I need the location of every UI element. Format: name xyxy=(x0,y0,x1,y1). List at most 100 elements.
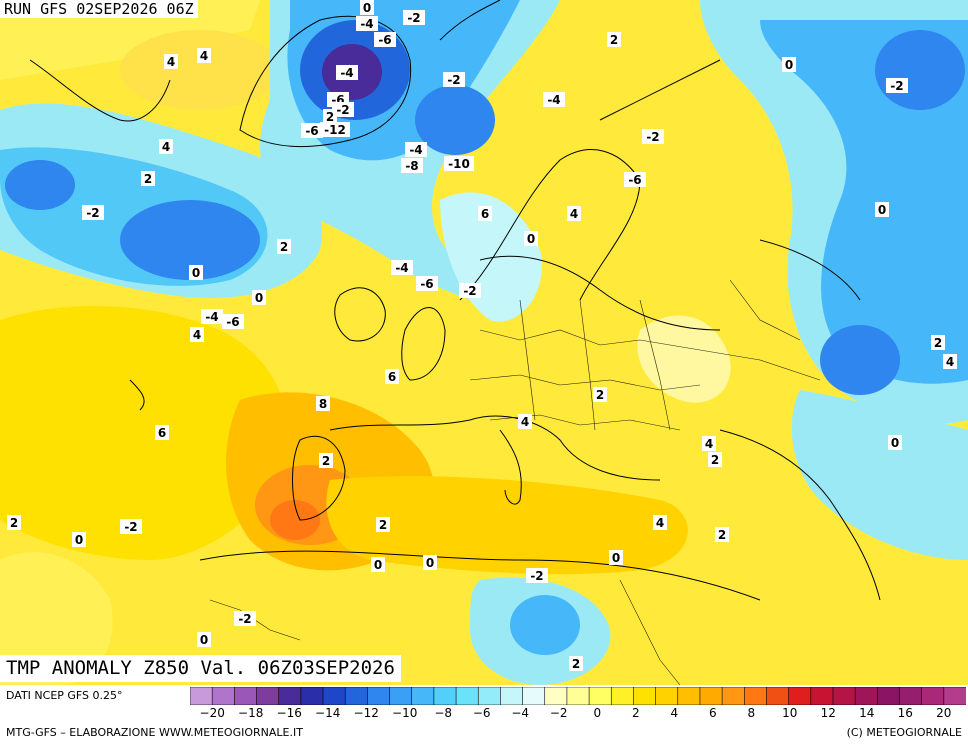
contour-label-background xyxy=(593,387,607,402)
color-scale-cell xyxy=(278,687,302,705)
contour-label: 0 xyxy=(192,266,200,280)
contour-label-background xyxy=(301,123,323,138)
contour-label-background xyxy=(444,156,474,171)
contour-label-background xyxy=(702,436,716,451)
contour-label: 0 xyxy=(75,533,83,547)
color-scale-cell xyxy=(522,687,546,705)
contour-label: -2 xyxy=(238,612,251,626)
contour-label: -4 xyxy=(340,66,353,80)
color-scale-tick-label: −8 xyxy=(434,706,453,720)
contour-label-background xyxy=(385,369,399,384)
contour-label-background xyxy=(888,435,902,450)
contour-label: -2 xyxy=(124,520,137,534)
color-scale-cell xyxy=(411,687,435,705)
contour-label: 0 xyxy=(785,58,793,72)
contour-label-background xyxy=(374,32,396,47)
contour-label-background xyxy=(159,139,173,154)
data-source-label: DATI NCEP GFS 0.25° xyxy=(6,689,123,702)
color-scale-cell xyxy=(677,687,701,705)
contour-label-background xyxy=(653,515,667,530)
contour-label-background xyxy=(336,65,358,80)
color-scale-tick-label: 10 xyxy=(782,706,798,720)
contour-label-background xyxy=(708,452,722,467)
contour-label: 4 xyxy=(705,437,713,451)
contour-label: 0 xyxy=(374,558,382,572)
contour-label-background xyxy=(320,122,350,137)
color-scale-cell xyxy=(810,687,834,705)
color-scale-tick-label: 4 xyxy=(670,706,679,720)
color-scale-cell xyxy=(389,687,413,705)
contour-label-background xyxy=(356,16,378,31)
color-scale-tick-label: −14 xyxy=(315,706,341,720)
contour-label-background xyxy=(371,557,385,572)
color-scale-tick-label: 20 xyxy=(936,706,952,720)
contour-label: 2 xyxy=(718,528,726,542)
contour-label-background xyxy=(642,129,664,144)
contour-label-background xyxy=(316,396,330,411)
contour-label-background xyxy=(443,72,465,87)
contour-label: 4 xyxy=(656,516,664,530)
contour-label-background xyxy=(190,327,204,342)
map-title: TMP ANOMALY Z850 Val. 06Z03SEP2026 xyxy=(0,655,401,682)
contour-label: -4 xyxy=(395,261,408,275)
contour-label: -10 xyxy=(448,157,470,171)
contour-label-background xyxy=(252,290,266,305)
contour-label-background xyxy=(197,632,211,647)
contour-labels: 0-4 -2-64 420-2-4-6-22-6 -12-10-8-4-2-4-2-6… xyxy=(7,0,957,671)
color-scale-cell xyxy=(300,687,324,705)
contour-label-background xyxy=(403,10,425,25)
color-scale-cell xyxy=(610,687,635,705)
contour-label-background xyxy=(164,54,178,69)
contour-label-background xyxy=(526,568,548,583)
contour-label-background xyxy=(120,519,142,534)
color-scale-tick-label: −16 xyxy=(276,706,302,720)
color-scale-cell xyxy=(211,687,236,705)
contour-label: 0 xyxy=(363,1,371,15)
contour-label: 4 xyxy=(167,55,175,69)
contour-label-background xyxy=(782,57,796,72)
color-scale-cell xyxy=(877,687,901,705)
contour-label: 0 xyxy=(612,551,620,565)
contour-label-background xyxy=(624,172,646,187)
contour-label-background xyxy=(323,109,337,124)
contour-label-background xyxy=(518,414,532,429)
color-scale-cell xyxy=(477,687,502,705)
contour-label: -8 xyxy=(405,159,418,173)
contour-label: 0 xyxy=(426,556,434,570)
contour-label-background xyxy=(319,453,333,468)
color-scale-cell xyxy=(943,687,966,705)
contour-label: 0 xyxy=(527,232,535,246)
contour-label: -6 xyxy=(305,124,318,138)
contour-label-background xyxy=(277,239,291,254)
color-scale-cell xyxy=(234,687,258,705)
color-scale-tick-label: 2 xyxy=(631,706,640,720)
color-scale-cell xyxy=(899,687,923,705)
contour-label: 6 xyxy=(388,370,396,384)
color-scale-cell xyxy=(655,687,679,705)
contour-label-background xyxy=(332,102,354,117)
contour-label-background xyxy=(607,32,621,47)
contour-label: 0 xyxy=(878,203,886,217)
contour-label-background xyxy=(567,206,581,221)
contour-label: 6 xyxy=(158,426,166,440)
contour-label: 2 xyxy=(379,518,387,532)
color-scale-cell xyxy=(322,687,346,705)
contour-label-background xyxy=(391,260,413,275)
contour-label: -4 xyxy=(360,17,373,31)
contour-label-background xyxy=(234,611,256,626)
color-scale-tick-labels: −20 −18 −16 −14 −12 −10 −8 −6 −4 −2 0 2 4 6 8 10 12 14 16 2… xyxy=(190,706,966,722)
contour-label: 2 xyxy=(596,388,604,402)
contour-label: -2 xyxy=(407,11,420,25)
contour-label: 2 xyxy=(326,110,334,124)
color-scale-cell xyxy=(766,687,790,705)
color-scale-tick-label: −6 xyxy=(472,706,491,720)
contour-label: 4 xyxy=(193,328,201,342)
color-scale-cell xyxy=(455,687,480,705)
footer-credit: MTG-GFS – ELABORAZIONE WWW.METEOGIORNALE… xyxy=(6,726,303,739)
contour-label-background xyxy=(886,78,908,93)
color-scale-cell xyxy=(500,687,524,705)
contour-label: 4 xyxy=(946,355,954,369)
color-scale-cell xyxy=(190,687,213,705)
contour-label-background xyxy=(943,354,957,369)
contour-label-background xyxy=(569,656,583,671)
